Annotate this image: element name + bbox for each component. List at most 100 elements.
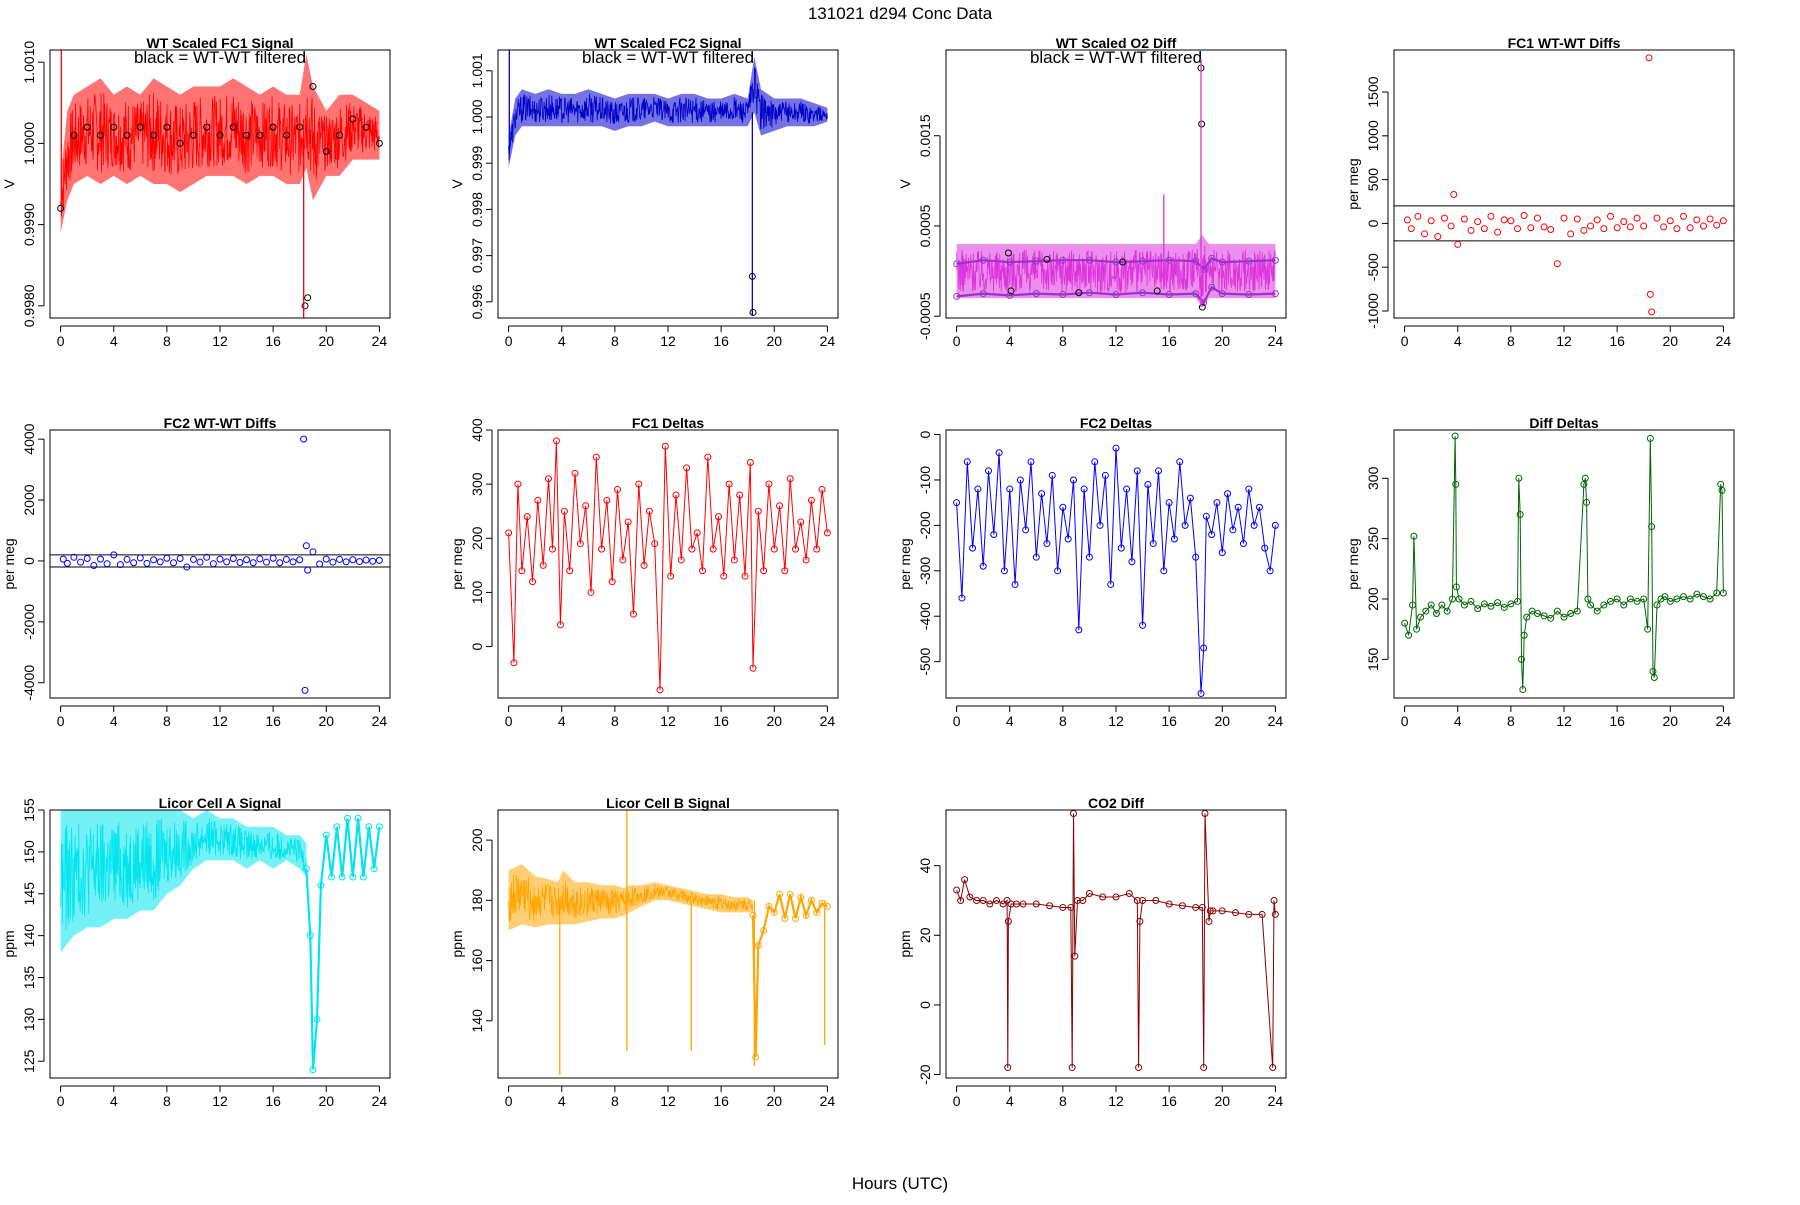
plot-data [508,810,831,1075]
x-tick-label: 20 [318,333,334,349]
data-point [223,558,231,566]
data-point [1000,567,1008,575]
data-point [813,908,821,916]
x-tick-label: 16 [1609,333,1625,349]
data-point [765,902,773,910]
data-point [1258,910,1266,918]
data-point [1440,214,1448,222]
data-point [116,561,124,569]
data-point [1085,890,1093,898]
plot-p4: FC1 WT-WT Diffs 0 4 8 12 16 20 24 -1000 -500 0 500 1… [1345,35,1735,349]
data-point [1693,216,1701,224]
data-point [1455,595,1463,603]
data-point [1421,230,1429,238]
data-point [556,621,564,629]
data-point [1661,593,1669,601]
data-point [730,556,738,564]
data-point [1606,212,1614,220]
x-tick-label: 4 [1006,713,1014,729]
x-tick-label: 12 [660,1093,676,1109]
data-point [1006,485,1014,493]
x-tick-label: 0 [57,333,65,349]
data-point [635,480,643,488]
page-title: 131021 d294 Conc Data [808,4,993,23]
data-point [1165,499,1173,507]
plot-title: Licor Cell A Signal [159,795,282,811]
data-point [1135,1064,1143,1072]
data-point [1027,458,1035,466]
data-point [256,131,264,139]
data-point [1600,225,1608,233]
y-tick-label: 1.0010 [21,41,37,84]
data-point [1613,224,1621,232]
x-tick-label: 24 [820,713,836,729]
data-point [1452,583,1460,591]
data-point [1004,1064,1012,1072]
y-tick-label: 400 [469,418,485,442]
data-point [269,123,277,131]
data-point [992,896,1000,904]
plot-frame [945,809,1287,1079]
data-point [1547,226,1555,234]
data-point [1713,221,1721,229]
data-point [566,567,574,575]
data-point [1218,258,1226,266]
data-point [614,486,622,494]
plot-frame [945,429,1287,699]
plot-data [50,435,390,694]
data-point [189,131,197,139]
data-point [1533,609,1541,617]
data-point [539,561,547,569]
data-point [110,123,118,131]
x-tick-label: 16 [713,1093,729,1109]
y-axis-label: ppm [1,930,17,957]
plot-data [505,437,831,694]
data-point [1099,893,1107,901]
data-point [1153,287,1161,295]
x-tick-label: 8 [611,333,619,349]
data-point [156,558,164,566]
data-point [1048,471,1056,479]
data-point [317,881,325,889]
data-point [1136,917,1144,925]
data-point [974,485,982,493]
data-point [1433,609,1440,617]
data-point [163,123,171,131]
data-point [1518,655,1525,663]
data-point [309,83,317,91]
data-point [741,572,749,580]
y-axis-label: per meg [1345,538,1361,589]
data-point [1205,917,1213,925]
x-tick-label: 12 [1108,1093,1124,1109]
data-point [196,558,204,566]
data-point [1144,481,1152,489]
x-tick-label: 20 [1662,713,1678,729]
data-point [966,893,974,901]
data-point [770,545,778,553]
data-point [262,558,270,566]
plot-p10: Licor Cell B Signal 0 4 8 12 16 20 24 140 160 180 2… [449,795,839,1109]
data-point [1640,595,1648,603]
x-tick-label: 12 [212,333,228,349]
y-tick-label: 180 [469,888,485,912]
data-point [1487,212,1495,220]
data-point [1500,216,1508,224]
data-point [1269,1064,1277,1072]
data-point [1645,54,1653,62]
data-point [163,554,171,562]
data-point [282,131,290,139]
y-tick-label: 0.999 [469,145,485,180]
data-point [1192,553,1200,561]
plot-title: WT Scaled O2 Diff [1056,35,1177,51]
plot-title: FC1 Deltas [632,415,705,431]
series-band [60,810,307,953]
data-point [823,529,831,537]
data-point [629,610,637,618]
x-tick-label: 20 [1214,713,1230,729]
data-point [754,942,762,950]
data-point [624,518,632,526]
x-tick-label: 0 [505,713,513,729]
data-point [362,556,370,564]
data-point [1232,909,1240,917]
